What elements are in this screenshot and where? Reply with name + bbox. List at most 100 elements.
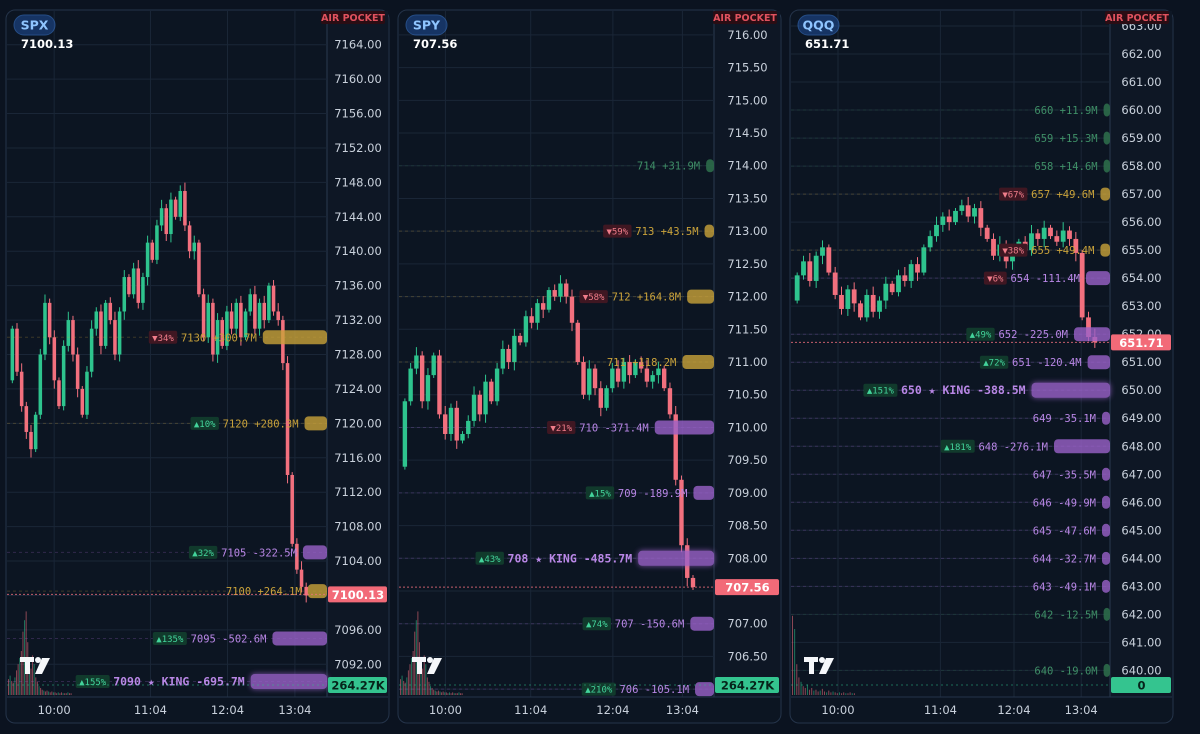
price-tick-label: 710.50 bbox=[727, 388, 767, 402]
volume-bar bbox=[450, 693, 452, 695]
candle-body bbox=[169, 199, 173, 235]
candle-body bbox=[546, 290, 552, 310]
volume-bar bbox=[64, 693, 66, 695]
level-badge-bg bbox=[940, 439, 975, 453]
panel-frame bbox=[5, 9, 390, 724]
level-badge: ▼58% bbox=[583, 293, 605, 303]
candle-body bbox=[673, 414, 678, 480]
volume-bar bbox=[33, 664, 35, 695]
volume-bar bbox=[439, 691, 441, 695]
candle-body bbox=[870, 294, 876, 312]
candle-body bbox=[1086, 317, 1091, 337]
volume-bar bbox=[460, 693, 462, 695]
candle-body bbox=[564, 283, 569, 297]
price-tick-label: 653.00 bbox=[1121, 299, 1161, 313]
candle-body bbox=[47, 302, 52, 338]
level-label: 658 +14.6M bbox=[1034, 161, 1097, 173]
volume-bar bbox=[54, 692, 56, 695]
volume-value: 0 bbox=[1137, 679, 1145, 693]
price-tick-label: 708.00 bbox=[727, 551, 767, 565]
price-tick-label: 712.00 bbox=[727, 290, 767, 304]
price-tick-label: 642.00 bbox=[1121, 607, 1161, 621]
candle-body bbox=[201, 294, 206, 338]
candle-body bbox=[38, 354, 43, 415]
level-bar bbox=[1100, 243, 1110, 257]
price-tick-label: 7152.00 bbox=[334, 141, 382, 155]
volume-bar bbox=[412, 651, 414, 695]
level-bar bbox=[704, 224, 714, 238]
candle-body bbox=[604, 388, 609, 408]
logo-slash bbox=[35, 658, 50, 674]
candle-body bbox=[94, 311, 99, 329]
level-bar bbox=[1103, 159, 1110, 173]
volume-bar bbox=[403, 680, 405, 695]
volume-bar bbox=[851, 693, 853, 695]
candle-body bbox=[187, 225, 192, 252]
candle-body bbox=[679, 479, 684, 546]
ticker-pill bbox=[13, 14, 56, 36]
level-bar bbox=[1074, 327, 1110, 342]
volume-bar bbox=[20, 651, 22, 695]
price-tick-label: 645.00 bbox=[1121, 523, 1161, 537]
logo-slash bbox=[427, 658, 442, 674]
volume-bar bbox=[48, 691, 50, 695]
candle-body bbox=[19, 371, 24, 407]
volume-bar bbox=[811, 687, 813, 695]
candle-body bbox=[295, 543, 299, 570]
candle-body bbox=[927, 236, 933, 248]
candle-body bbox=[408, 368, 413, 402]
volume-bar bbox=[448, 692, 450, 695]
level-badge-bg bbox=[547, 420, 576, 434]
level-bar bbox=[1102, 551, 1110, 565]
level-bar bbox=[682, 355, 714, 370]
candle-body bbox=[801, 261, 806, 276]
volume-bar bbox=[65, 693, 67, 695]
candle-body bbox=[290, 474, 294, 544]
volume-bar bbox=[68, 693, 70, 695]
volume-bar bbox=[845, 693, 847, 695]
volume-bar bbox=[411, 658, 413, 695]
level-bar bbox=[687, 289, 714, 304]
ticker-pill bbox=[405, 14, 448, 36]
volume-bar bbox=[832, 691, 834, 695]
volume-bar bbox=[19, 658, 21, 695]
level-badge: ▲210% bbox=[585, 686, 613, 696]
time-tick-label: 13:04 bbox=[278, 703, 311, 717]
candle-body bbox=[197, 242, 201, 295]
volume-bar bbox=[12, 682, 14, 695]
level-bar bbox=[654, 420, 714, 435]
candle-body bbox=[1079, 252, 1085, 318]
candle-body bbox=[934, 224, 939, 237]
candle-body bbox=[131, 268, 136, 295]
volume-bar bbox=[35, 677, 37, 695]
candle-body bbox=[517, 335, 523, 343]
logo-dot bbox=[35, 657, 41, 663]
candle-body bbox=[229, 311, 234, 329]
volume-bar bbox=[821, 688, 823, 695]
price-tick-label: 7144.00 bbox=[334, 210, 382, 224]
candle-body bbox=[276, 311, 280, 321]
candle-body bbox=[215, 320, 220, 355]
candle-body bbox=[858, 303, 863, 318]
level-badge: ▼6% bbox=[987, 275, 1004, 285]
candle-body bbox=[127, 277, 131, 295]
candle-body bbox=[466, 420, 471, 434]
level-badge: ▲72% bbox=[983, 359, 1005, 369]
candle-body bbox=[304, 586, 308, 596]
time-tick-label: 11:04 bbox=[514, 703, 547, 717]
level-badge-bg bbox=[475, 551, 504, 565]
candle-body bbox=[978, 208, 984, 228]
candle-body bbox=[253, 294, 257, 329]
level-bar bbox=[1103, 607, 1110, 621]
price-tick-label: 657.00 bbox=[1121, 187, 1161, 201]
level-label: 7130 +300.7M bbox=[181, 332, 257, 344]
price-tick-label: 716.00 bbox=[727, 28, 767, 42]
volume-bar bbox=[794, 629, 796, 695]
volume-value: 264.27K bbox=[331, 679, 385, 693]
price-tick-label: 647.00 bbox=[1121, 467, 1161, 481]
level-badge-bg bbox=[979, 355, 1009, 369]
candle-body bbox=[820, 247, 825, 256]
volume-bar bbox=[70, 693, 72, 695]
price-tick-label: 644.00 bbox=[1121, 551, 1161, 565]
level-badge: ▼59% bbox=[606, 228, 628, 238]
